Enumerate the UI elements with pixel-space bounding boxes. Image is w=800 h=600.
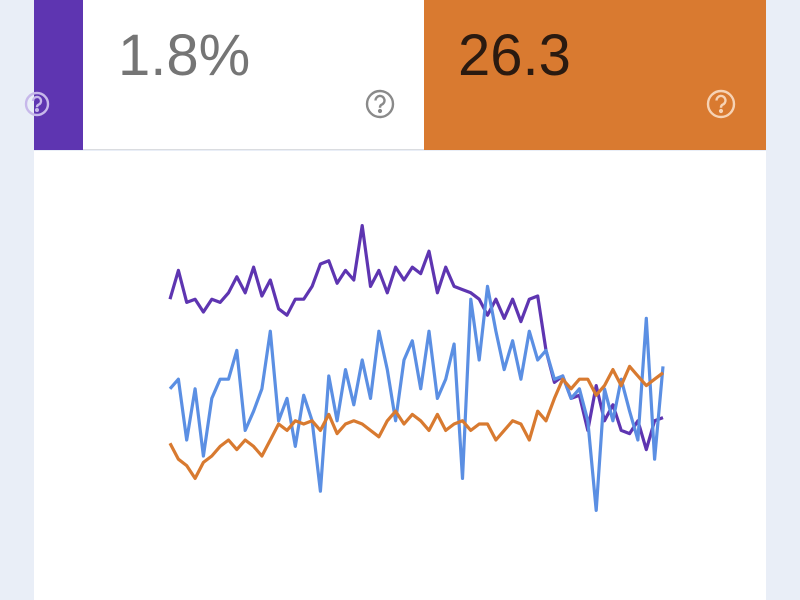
- help-icon[interactable]: [365, 89, 395, 119]
- metric-value: 1.8%: [118, 23, 250, 88]
- series-line: [168, 224, 664, 452]
- help-icon[interactable]: [706, 89, 736, 119]
- metric-card-clicks[interactable]: [34, 0, 83, 150]
- series-line: [168, 284, 665, 512]
- metric-value: 26.3: [458, 23, 571, 88]
- chart-panel: [34, 151, 766, 600]
- metric-card-position[interactable]: [424, 0, 766, 150]
- plot: [168, 224, 665, 512]
- series-line: [168, 364, 664, 480]
- help-icon[interactable]: [24, 91, 50, 117]
- metric-card-ctr[interactable]: [83, 0, 424, 150]
